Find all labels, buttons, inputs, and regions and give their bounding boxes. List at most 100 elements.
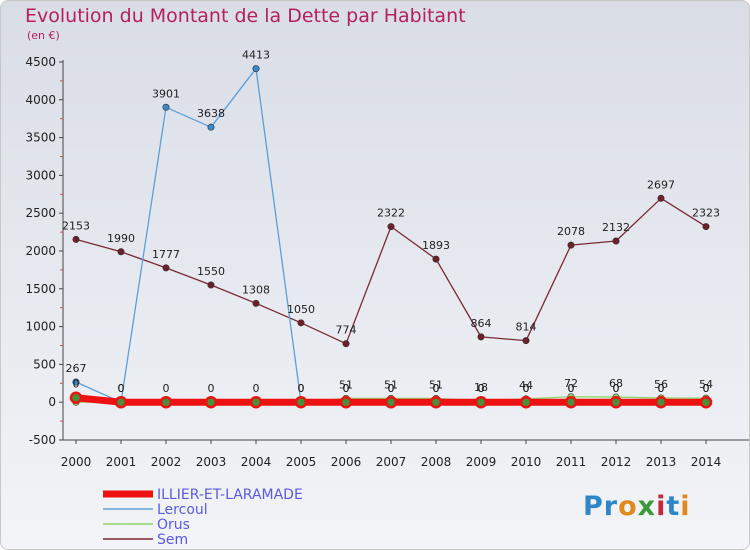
data-point-lercoul: [252, 65, 260, 73]
data-point-sem: [207, 281, 215, 289]
y-tick-label: 0: [48, 395, 56, 409]
x-tick-label: 2014: [691, 455, 722, 469]
data-label-lercoul: 0: [343, 382, 350, 395]
data-label-sem: 1893: [422, 239, 450, 252]
data-point-sem: [432, 255, 440, 263]
data-point-illier-et-laramade: [609, 395, 623, 409]
data-label-sem: 1777: [152, 248, 180, 261]
data-point-sem: [117, 248, 125, 256]
data-label-sem: 774: [336, 324, 357, 337]
data-point-illier-et-laramade: [114, 395, 128, 409]
data-label-lercoul: 0: [613, 382, 620, 395]
data-label-illier-et-laramade: 0: [523, 382, 530, 395]
y-tick-label: 1000: [25, 320, 56, 334]
x-tick-label: 2003: [196, 455, 227, 469]
data-label-lercoul: 4413: [242, 49, 270, 62]
data-label-sem: 2132: [602, 221, 630, 234]
y-tick-label: 3500: [25, 131, 56, 145]
x-tick-label: 2010: [511, 455, 542, 469]
data-label-sem: 1050: [287, 303, 315, 316]
data-label-lercoul: 3901: [152, 87, 180, 100]
data-label-sem: 1550: [197, 265, 225, 278]
data-label-sem: 1990: [107, 232, 135, 245]
data-point-sem: [387, 223, 395, 231]
data-point-illier-et-laramade: [474, 395, 488, 409]
x-tick-label: 2001: [106, 455, 137, 469]
legend-label-illier-et-laramade: ILLIER-ET-LARAMADE: [157, 487, 303, 503]
data-label-illier-et-laramade: 0: [658, 382, 665, 395]
data-label-lercoul: 0: [298, 382, 305, 395]
y-tick-label: 2000: [25, 244, 56, 258]
y-tick-label: 4000: [25, 93, 56, 107]
data-point-illier-et-laramade: [654, 395, 668, 409]
y-tick-label: 3000: [25, 168, 56, 182]
y-tick-label: -500: [29, 433, 56, 447]
data-label-illier-et-laramade: 0: [433, 382, 440, 395]
data-label-illier-et-laramade: 0: [478, 382, 485, 395]
data-point-illier-et-laramade: [69, 391, 83, 404]
data-point-illier-et-laramade: [159, 395, 173, 409]
y-tick-label: 500: [33, 357, 56, 371]
data-point-lercoul: [207, 123, 215, 131]
legend-label-lercoul: Lercoul: [157, 502, 208, 518]
data-label-lercoul: 0: [523, 382, 530, 395]
data-label-illier-et-laramade: 0: [118, 382, 125, 395]
x-tick-label: 2002: [151, 455, 182, 469]
data-label-sem: 2322: [377, 207, 405, 220]
proxiti-logo: Proxiti: [583, 491, 691, 522]
legend-label-sem: Sem: [157, 532, 188, 548]
data-label-lercoul: 0: [703, 382, 710, 395]
data-point-sem: [567, 241, 575, 249]
data-label-orus: 51: [339, 378, 353, 391]
data-point-illier-et-laramade: [204, 395, 218, 409]
x-tick-label: 2009: [466, 455, 497, 469]
data-label-lercoul: 0: [388, 382, 395, 395]
data-label-illier-et-laramade: 0: [253, 382, 260, 395]
data-label-sem: 864: [471, 317, 492, 330]
x-tick-label: 2011: [556, 455, 587, 469]
data-point-illier-et-laramade: [339, 395, 353, 409]
chart-subtitle: (en €): [27, 29, 60, 42]
data-label-illier-et-laramade: 0: [208, 382, 215, 395]
data-point-illier-et-laramade: [564, 395, 578, 409]
data-point-sem: [342, 340, 350, 348]
data-point-sem: [252, 299, 260, 307]
data-label-lercoul: 3638: [197, 107, 225, 120]
data-label-orus: 54: [699, 378, 713, 391]
data-point-sem: [297, 319, 305, 327]
data-label-illier-et-laramade: 0: [703, 382, 710, 395]
y-tick-label: 1500: [25, 282, 56, 296]
data-label-sem: 2697: [647, 178, 675, 191]
data-point-sem: [477, 333, 485, 341]
data-label-lercoul: 0: [433, 382, 440, 395]
data-label-sem: 814: [516, 321, 537, 334]
data-point-lercoul: [162, 103, 170, 111]
data-point-sem: [72, 235, 80, 243]
data-label-orus: 56: [654, 378, 668, 391]
data-point-sem: [702, 223, 710, 231]
data-label-lercoul: 267: [66, 362, 87, 375]
data-label-sem: 1308: [242, 283, 270, 296]
y-tick-label: 4500: [25, 55, 56, 69]
x-tick-label: 2006: [331, 455, 362, 469]
data-point-illier-et-laramade: [384, 395, 398, 409]
data-label-orus: 51: [384, 378, 398, 391]
data-label-sem: 2153: [62, 219, 90, 232]
data-label-illier-et-laramade: 0: [73, 378, 80, 391]
legend-label-orus: Orus: [157, 517, 190, 533]
data-point-illier-et-laramade: [249, 395, 263, 409]
data-point-sem: [657, 194, 665, 202]
data-label-illier-et-laramade: 0: [613, 382, 620, 395]
data-label-sem: 2078: [557, 225, 585, 238]
data-point-illier-et-laramade: [294, 395, 308, 409]
data-label-orus: 44: [519, 379, 533, 392]
x-tick-label: 2000: [61, 455, 92, 469]
x-tick-label: 2007: [376, 455, 407, 469]
x-tick-label: 2004: [241, 455, 272, 469]
data-point-illier-et-laramade: [519, 395, 533, 409]
x-tick-label: 2013: [646, 455, 677, 469]
data-point-sem: [612, 237, 620, 245]
data-label-lercoul: 0: [658, 382, 665, 395]
data-point-sem: [522, 337, 530, 345]
